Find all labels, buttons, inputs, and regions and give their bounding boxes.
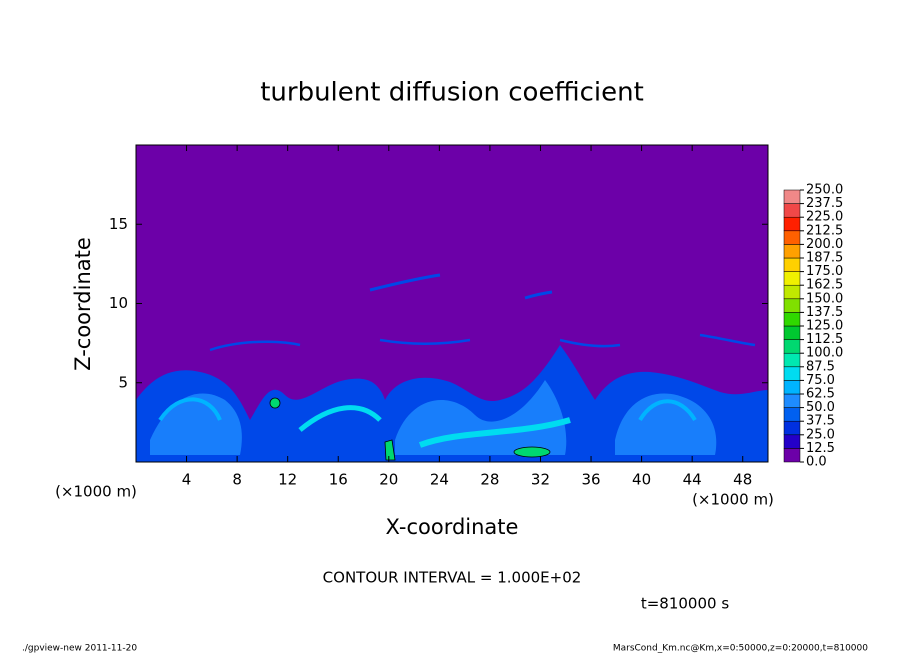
x-tick-label: 8 <box>232 471 242 489</box>
footer-left: ./gpview-new 2011-11-20 <box>22 644 137 654</box>
y-tick-label: 10 <box>109 294 128 312</box>
field-filament <box>524 290 553 300</box>
colorbar-label: 100.0 <box>806 346 843 361</box>
x-tick-label: 4 <box>182 471 192 489</box>
colorbar-label: 37.5 <box>806 414 835 429</box>
field-contour <box>384 439 396 461</box>
colorbar-segment <box>783 216 801 232</box>
colorbar-segment <box>783 380 801 395</box>
colorbar-label: 62.5 <box>806 387 835 402</box>
colorbar-label: 25.0 <box>806 427 835 442</box>
colorbar-segment <box>783 448 801 463</box>
x-axis-label: X-coordinate <box>386 515 519 539</box>
colorbar-label: 250.0 <box>806 183 843 198</box>
x-unit-left: (×1000 m) <box>55 483 137 501</box>
colorbar-label: 150.0 <box>806 291 843 306</box>
colorbar-label: 112.5 <box>806 332 843 347</box>
y-tick-label: 5 <box>118 373 128 391</box>
field-swirl <box>615 393 717 455</box>
colorbar-label: 50.0 <box>806 400 835 415</box>
y-tick-label: 15 <box>109 215 128 233</box>
colorbar-segment <box>783 393 801 408</box>
time-label: t=810000 s <box>641 595 729 613</box>
y-axis-label: Z-coordinate <box>71 237 95 371</box>
colorbar-label: 125.0 <box>806 319 843 334</box>
colorbar-label: 212.5 <box>806 223 843 238</box>
colorbar-segment <box>783 189 801 204</box>
colorbar-segment <box>783 339 801 354</box>
x-tick-label: 32 <box>531 471 550 489</box>
contour-interval: CONTOUR INTERVAL = 1.000E+02 <box>323 569 582 587</box>
colorbar-segment <box>783 257 801 272</box>
field-filament <box>369 273 441 292</box>
field <box>136 273 768 462</box>
colorbar-segment <box>783 434 801 449</box>
x-tick-label: 48 <box>733 471 752 489</box>
field-swirl <box>395 380 567 455</box>
colorbar-label: 187.5 <box>806 251 843 266</box>
colorbar-label: 0.0 <box>806 455 827 470</box>
colorbar-label: 225.0 <box>806 210 843 225</box>
colorbar-segment <box>783 366 801 381</box>
colorbar-segment <box>783 284 801 300</box>
colorbar-segment <box>783 230 801 245</box>
colorbar-segment <box>783 407 801 422</box>
colorbar-label: 237.5 <box>806 196 843 211</box>
colorbar-label: 87.5 <box>806 359 835 374</box>
field-filament <box>209 333 756 352</box>
field-contour <box>513 446 551 458</box>
x-unit-right: (×1000 m) <box>692 491 774 509</box>
colorbar-label: 200.0 <box>806 237 843 252</box>
colorbar-segment <box>783 271 801 286</box>
x-tick-label: 40 <box>632 471 651 489</box>
x-tick-label: 28 <box>480 471 499 489</box>
field-filament <box>158 397 222 422</box>
field-filament <box>298 405 382 432</box>
colorbar-label: 12.5 <box>806 441 835 456</box>
colorbar-label: 175.0 <box>806 264 843 279</box>
colorbar-label: 162.5 <box>806 278 843 293</box>
colorbar-segment <box>783 298 801 313</box>
colorbar-segment <box>783 325 801 340</box>
x-tick-label: 16 <box>329 471 348 489</box>
colorbar-segment <box>783 312 801 327</box>
colorbar-segment <box>783 352 801 368</box>
colorbar-segment <box>783 203 801 218</box>
x-tick-label: 36 <box>581 471 600 489</box>
footer-right: MarsCond_Km.nc@Km,x=0:50000,z=0:20000,t=… <box>613 644 868 654</box>
x-tick-label: 44 <box>683 471 702 489</box>
field-filament <box>418 417 571 448</box>
colorbar-segment <box>783 420 801 436</box>
x-tick-label: 24 <box>430 471 449 489</box>
colorbar-segment <box>783 244 801 259</box>
field-contour <box>269 397 281 409</box>
field-filament <box>638 399 697 422</box>
colorbar-label: 137.5 <box>806 305 843 320</box>
x-tick-label: 12 <box>278 471 297 489</box>
field-swirl <box>150 393 242 455</box>
colorbar-label: 75.0 <box>806 373 835 388</box>
chart-title: turbulent diffusion coefficient <box>260 78 644 108</box>
x-tick-label: 20 <box>379 471 398 489</box>
